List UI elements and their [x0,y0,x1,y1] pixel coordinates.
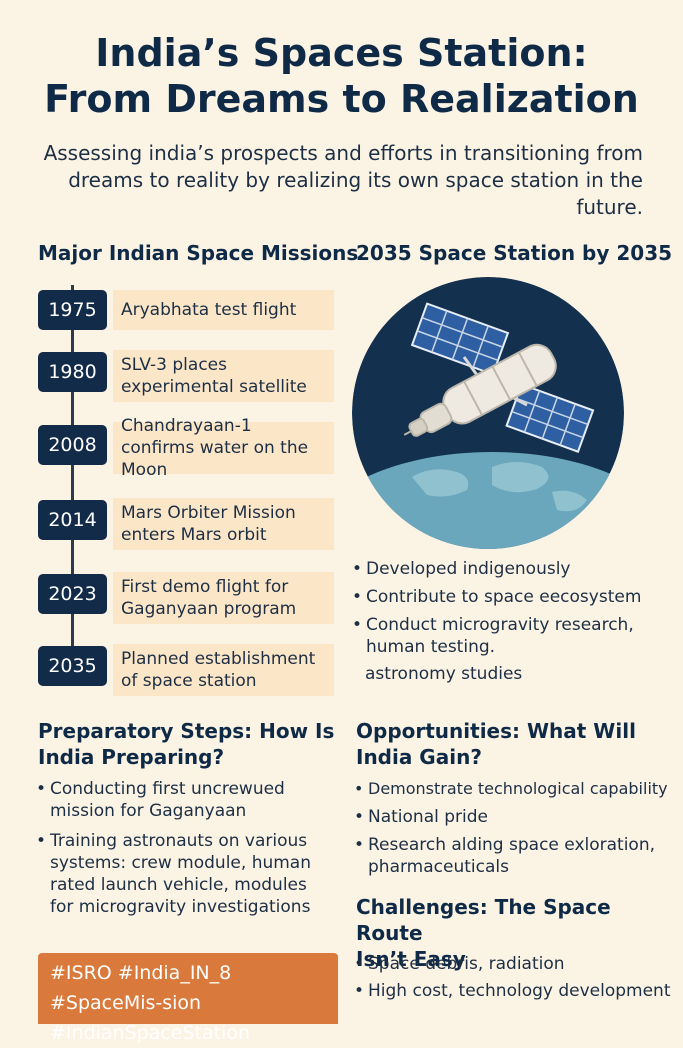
preparatory-bullets: Conducting first uncrewued mission for G… [36,778,316,918]
list-item: Developed indigenously [352,558,672,580]
title-line-1: India’s Spaces Station: [95,31,588,75]
timeline-text: First demo flight for Gaganyaan program [113,572,334,624]
title-line-2: From Dreams to Realization [44,77,639,121]
timeline-line [71,285,74,685]
list-item: National pride [354,806,679,828]
list-item: Training astronauts on various systems: … [36,830,318,918]
challenges-heading: Challenges: The Space Route Isn’t Easy [356,894,676,972]
station-extra-text: astronomy studies [365,664,523,684]
space-station-over-earth-icon [352,277,624,549]
timeline-year: 1975 [38,290,107,330]
timeline-year: 2008 [38,425,107,465]
preparatory-heading-line-2: India Preparing? [38,745,225,769]
preparatory-heading-line-1: Preparatory Steps: How Is [38,719,335,743]
challenges-heading-line-1: Challenges: The Space Route [356,895,611,945]
list-item: High cost, technology development [354,980,674,1002]
opportunities-heading: Opportunities: What Will India Gain? [356,718,666,770]
list-item: Conducting first uncrewued mission for G… [36,778,290,822]
hashtags-banner: #ISRO #India_IN_8 #SpaceMis-sion #Indian… [38,953,338,1044]
subtitle: Assessing india’s prospects and efforts … [43,141,643,219]
page-title: India’s Spaces Station: From Dreams to R… [0,30,683,122]
timeline-text: Planned establishment of space station [113,644,334,696]
timeline-year: 1980 [38,352,107,392]
timeline-year: 2014 [38,500,107,540]
opportunities-bullets: Demonstrate technological capability Nat… [354,778,679,878]
timeline-text: Aryabhata test flight [113,290,334,330]
station-heading: 2035 Space Station by 2035 [356,241,673,265]
station-bullets: Developed indigenously Contribute to spa… [352,558,672,658]
timeline-year: 2035 [38,646,107,686]
list-item: Space debris, radiation [354,953,674,975]
missions-heading: Major Indian Space Missions [38,241,359,265]
list-item: Research alding space exloration, pharma… [354,834,668,878]
opportunities-heading-line-1: Opportunities: What Will [356,719,636,743]
list-item: Contribute to space eecosystem [352,586,672,608]
opportunities-heading-line-2: India Gain? [356,745,482,769]
challenges-bullets: Space debris, radiation High cost, techn… [354,953,674,1002]
preparatory-heading: Preparatory Steps: How Is India Preparin… [38,718,348,770]
timeline-year: 2023 [38,574,107,614]
list-item: Conduct microgravity research, human tes… [352,614,636,658]
timeline-text: Mars Orbiter Mission enters Mars orbit [113,498,334,550]
timeline-text: Chandrayaan-1 confirms water on the Moon [113,416,334,480]
list-item: Demonstrate technological capability [354,778,679,800]
timeline-text: SLV-3 places experimental satellite [113,350,334,402]
